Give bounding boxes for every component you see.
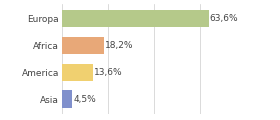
Bar — [62, 37, 104, 54]
Bar — [62, 10, 209, 27]
Bar — [62, 90, 72, 108]
Text: 13,6%: 13,6% — [94, 68, 123, 77]
Text: 63,6%: 63,6% — [210, 14, 238, 23]
Text: 18,2%: 18,2% — [105, 41, 133, 50]
Text: 4,5%: 4,5% — [73, 95, 96, 104]
Bar — [62, 63, 93, 81]
